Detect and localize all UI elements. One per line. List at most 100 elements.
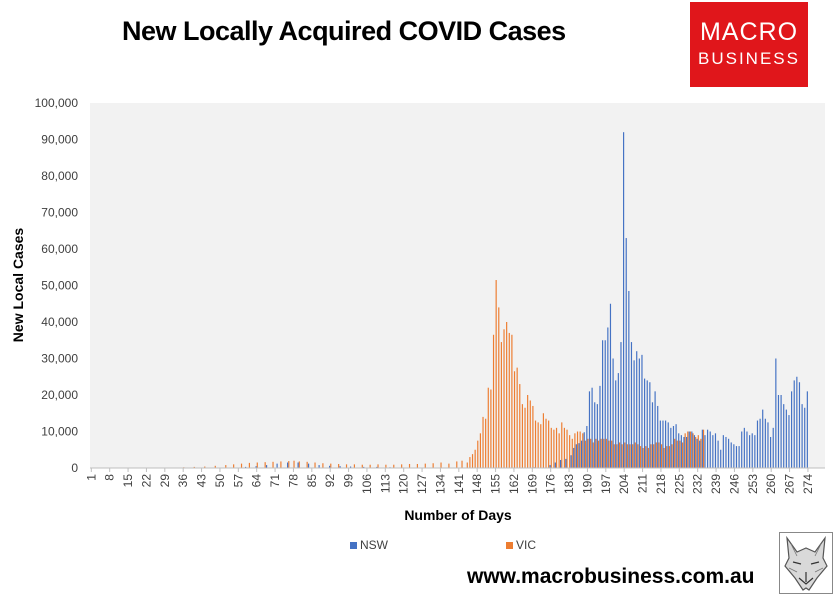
nsw-bar (793, 380, 795, 468)
vic-bar (605, 438, 607, 468)
vic-bar (495, 280, 497, 468)
vic-bar (676, 440, 678, 469)
vic-bar (519, 384, 521, 468)
legend-label-nsw: NSW (360, 538, 388, 552)
nsw-bar (641, 354, 643, 468)
nsw-bar (607, 327, 609, 468)
nsw-bar (717, 440, 719, 469)
x-tick-label: 274 (801, 474, 815, 494)
x-tick-label: 92 (323, 474, 337, 488)
nsw-bar (636, 351, 638, 468)
vic-bar (653, 444, 655, 468)
vic-bar (618, 442, 621, 468)
chart-title: New Locally Acquired COVID Cases (122, 16, 566, 46)
nsw-bar (788, 415, 790, 468)
x-tick-label: 225 (672, 474, 686, 494)
nsw-bar (691, 431, 693, 468)
vic-bar (555, 427, 558, 468)
vic-bar (561, 422, 563, 469)
nsw-bar (725, 436, 727, 468)
y-tick-label: 30,000 (41, 352, 78, 366)
vic-bar (592, 442, 594, 468)
nsw-bar (628, 290, 630, 468)
vic-bar (571, 438, 573, 468)
vic-bar (492, 334, 495, 468)
nsw-bar (722, 435, 724, 468)
vic-bar (540, 424, 542, 468)
vic-bar (461, 460, 463, 468)
vic-bar (511, 334, 513, 468)
nsw-bar (578, 443, 580, 468)
nsw-bar (749, 435, 751, 468)
website-url: www.macrobusiness.com.au (467, 565, 755, 588)
nsw-bar (720, 449, 722, 468)
vic-bar (624, 442, 626, 468)
vic-bar (521, 404, 523, 469)
vic-bar (663, 447, 665, 468)
vic-bar (204, 466, 206, 468)
x-tick-label: 176 (544, 474, 558, 494)
vic-bar (193, 466, 195, 468)
nsw-bar (586, 426, 588, 468)
nsw-bar (696, 438, 698, 468)
y-axis-label: New Local Cases (10, 228, 26, 343)
vic-bar (582, 433, 584, 468)
vic-bar (490, 389, 492, 468)
vic-bar (306, 461, 308, 468)
nsw-bar (570, 455, 572, 468)
nsw-bar (609, 303, 612, 468)
vic-bar (298, 461, 300, 468)
vic-bar (288, 461, 290, 468)
nsw-bar (617, 373, 619, 468)
nsw-bar (741, 431, 743, 468)
vic-bar (616, 444, 618, 468)
nsw-bar (780, 395, 782, 468)
nsw-bar (678, 433, 680, 468)
nsw-bar (245, 466, 247, 468)
vic-bar (626, 444, 628, 468)
y-tick-label: 10,000 (41, 425, 78, 439)
nsw-bar (638, 358, 640, 468)
nsw-bar (775, 358, 777, 468)
nsw-bar (654, 391, 656, 468)
nsw-bars (234, 132, 808, 469)
x-tick-label: 36 (176, 474, 190, 488)
nsw-bar (615, 380, 617, 468)
vic-bar (503, 329, 505, 468)
nsw-bar (633, 360, 635, 468)
nsw-bar (785, 409, 787, 468)
vic-bar (563, 427, 565, 468)
vic-bar (482, 416, 484, 468)
vic-bar (440, 462, 442, 468)
vic-bars (183, 280, 705, 469)
vic-bar (666, 446, 668, 468)
x-tick-label: 57 (231, 474, 245, 488)
nsw-bar (683, 436, 685, 468)
nsw-bar (791, 391, 793, 468)
nsw-bar (767, 422, 769, 469)
nsw-bar (662, 420, 664, 468)
nsw-bar (743, 427, 745, 468)
x-tick-label: 162 (507, 474, 521, 494)
nsw-bar (686, 436, 688, 468)
vic-bar (322, 463, 324, 468)
x-tick-label: 15 (121, 474, 135, 488)
vic-bar (527, 395, 529, 468)
plot-area (90, 103, 825, 468)
nsw-bar (339, 466, 341, 468)
nsw-bar (746, 431, 748, 468)
x-tick-label: 141 (452, 474, 466, 494)
vic-bar (668, 446, 670, 468)
vic-bar (597, 440, 600, 469)
nsw-bar (581, 440, 583, 469)
vic-bar (487, 387, 489, 468)
vic-bar (408, 463, 411, 468)
vic-bar (485, 418, 487, 468)
vic-bar (569, 435, 571, 468)
y-tick-label: 50,000 (41, 279, 78, 293)
x-tick-label: 169 (525, 474, 539, 494)
vic-bar (353, 464, 355, 468)
vic-bar (401, 464, 403, 468)
nsw-bar (712, 435, 714, 468)
vic-bar (361, 464, 363, 468)
